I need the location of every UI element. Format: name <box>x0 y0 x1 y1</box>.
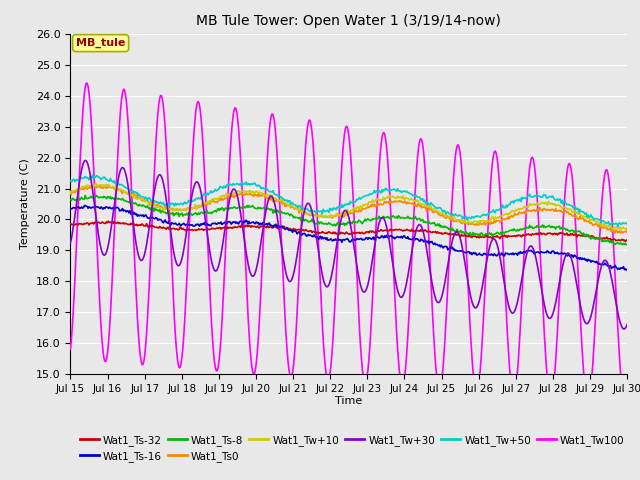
Wat1_Ts-8 <box>486 231 494 237</box>
Line: Wat1_Tw+50: Wat1_Tw+50 <box>70 175 627 227</box>
Wat1_Ts0 <box>211 199 218 205</box>
Wat1_Ts-32 <box>621 239 629 244</box>
Line: Wat1_Ts-16: Wat1_Ts-16 <box>70 205 627 270</box>
Wat1_Tw+10 <box>92 180 99 186</box>
Wat1_Tw100 <box>621 402 629 408</box>
Wat1_Tw+30 <box>81 157 89 163</box>
Wat1_Ts-32 <box>67 221 74 227</box>
Wat1_Tw+30 <box>319 276 327 282</box>
Wat1_Ts0 <box>611 230 619 236</box>
Wat1_Tw+50 <box>396 188 403 194</box>
Wat1_Ts-32 <box>319 229 327 235</box>
Wat1_Ts0 <box>439 213 447 219</box>
Line: Wat1_Ts-32: Wat1_Ts-32 <box>70 221 627 241</box>
Wat1_Ts-8 <box>166 211 173 216</box>
Wat1_Tw100 <box>67 347 74 352</box>
Wat1_Tw100 <box>439 363 447 369</box>
Wat1_Ts-8 <box>319 220 327 226</box>
Wat1_Tw+30 <box>623 322 631 327</box>
Wat1_Tw100 <box>623 395 631 400</box>
Wat1_Tw+50 <box>614 224 621 229</box>
Wat1_Tw+10 <box>396 194 403 200</box>
Wat1_Tw+50 <box>439 209 447 215</box>
Wat1_Tw+50 <box>89 172 97 178</box>
Wat1_Ts-16 <box>623 266 631 272</box>
Wat1_Tw+10 <box>319 214 327 219</box>
Y-axis label: Temperature (C): Temperature (C) <box>20 158 30 250</box>
Wat1_Ts-16 <box>81 203 89 208</box>
Wat1_Tw+50 <box>166 203 173 209</box>
Wat1_Ts-16 <box>319 236 327 241</box>
Wat1_Tw+30 <box>396 293 403 299</box>
Wat1_Tw+50 <box>486 209 494 215</box>
Wat1_Ts-8 <box>396 214 403 219</box>
Line: Wat1_Ts0: Wat1_Ts0 <box>70 185 627 233</box>
Wat1_Tw100 <box>211 359 218 365</box>
Wat1_Tw+30 <box>439 288 447 294</box>
Wat1_Tw+30 <box>486 241 494 247</box>
Wat1_Tw100 <box>166 219 173 225</box>
Wat1_Ts-32 <box>486 234 494 240</box>
Wat1_Ts-8 <box>67 197 74 203</box>
Wat1_Tw+50 <box>211 189 218 194</box>
Wat1_Tw+10 <box>166 206 173 212</box>
Wat1_Ts0 <box>104 182 111 188</box>
Wat1_Ts0 <box>67 191 74 197</box>
Wat1_Tw+10 <box>623 225 631 230</box>
Wat1_Tw+50 <box>67 178 74 184</box>
Wat1_Tw+30 <box>211 267 218 273</box>
Wat1_Tw+30 <box>621 326 628 332</box>
Wat1_Ts-16 <box>67 205 74 211</box>
Line: Wat1_Tw+10: Wat1_Tw+10 <box>70 183 627 230</box>
Wat1_Ts-16 <box>623 267 630 273</box>
Line: Wat1_Tw+30: Wat1_Tw+30 <box>70 160 627 329</box>
Text: MB_tule: MB_tule <box>76 38 125 48</box>
Wat1_Ts-8 <box>81 192 89 198</box>
Wat1_Ts-16 <box>439 245 447 251</box>
Wat1_Ts-32 <box>166 226 173 232</box>
Title: MB Tule Tower: Open Water 1 (3/19/14-now): MB Tule Tower: Open Water 1 (3/19/14-now… <box>196 14 501 28</box>
Wat1_Tw+30 <box>166 223 173 229</box>
Wat1_Ts-16 <box>211 221 218 227</box>
Wat1_Ts-16 <box>166 222 173 228</box>
Wat1_Tw+50 <box>319 206 327 212</box>
Wat1_Tw100 <box>319 336 327 342</box>
Wat1_Ts0 <box>396 199 403 204</box>
Wat1_Tw+10 <box>439 210 447 216</box>
Wat1_Ts-32 <box>396 227 403 232</box>
Wat1_Tw100 <box>83 80 91 86</box>
Line: Wat1_Tw100: Wat1_Tw100 <box>70 83 627 405</box>
Wat1_Tw100 <box>486 181 494 187</box>
X-axis label: Time: Time <box>335 396 362 406</box>
Wat1_Ts-8 <box>623 242 630 248</box>
Wat1_Ts-32 <box>623 237 631 243</box>
Wat1_Ts-8 <box>623 241 631 247</box>
Line: Wat1_Ts-8: Wat1_Ts-8 <box>70 195 627 245</box>
Wat1_Ts0 <box>623 228 631 234</box>
Wat1_Tw+10 <box>67 190 74 196</box>
Legend: Wat1_Ts-32, Wat1_Ts-16, Wat1_Ts-8, Wat1_Ts0, Wat1_Tw+10, Wat1_Tw+30, Wat1_Tw+50,: Wat1_Ts-32, Wat1_Ts-16, Wat1_Ts-8, Wat1_… <box>76 431 629 466</box>
Wat1_Tw100 <box>396 369 403 375</box>
Wat1_Ts0 <box>319 214 327 219</box>
Wat1_Ts-32 <box>439 230 447 236</box>
Wat1_Ts-32 <box>105 218 113 224</box>
Wat1_Ts-8 <box>211 208 218 214</box>
Wat1_Ts0 <box>486 222 494 228</box>
Wat1_Tw+10 <box>211 196 218 202</box>
Wat1_Ts0 <box>166 206 173 212</box>
Wat1_Ts-32 <box>211 226 218 232</box>
Wat1_Ts-16 <box>486 252 494 258</box>
Wat1_Tw+10 <box>486 217 494 223</box>
Wat1_Ts-8 <box>439 225 447 230</box>
Wat1_Tw+30 <box>67 240 74 246</box>
Wat1_Tw+50 <box>623 220 631 226</box>
Wat1_Tw+10 <box>623 228 630 233</box>
Wat1_Ts-16 <box>396 234 403 240</box>
